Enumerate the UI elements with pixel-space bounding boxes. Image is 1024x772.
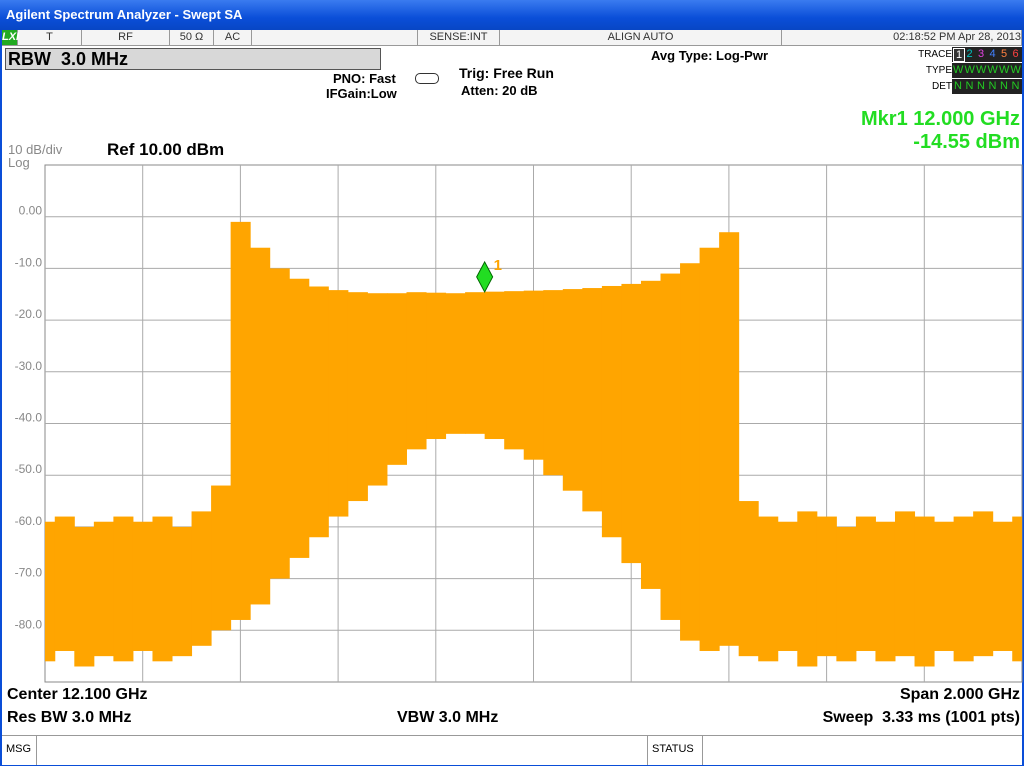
trig: Trig: Free Run (459, 65, 554, 81)
trace-label: TRACE (918, 49, 952, 60)
status-row: LXI T RF 50 Ω AC SENSE:INT ALIGN AUTO 02:18:52 … (2, 30, 1022, 46)
window-title: Agilent Spectrum Analyzer - Swept SA (6, 7, 243, 22)
scale-type: Log (8, 155, 30, 170)
status-cell: AC (214, 30, 252, 45)
status-cell: T (18, 30, 82, 45)
marker-level: -14.55 dBm (913, 131, 1020, 153)
det-label: DET (932, 81, 952, 92)
trace-cell: W (1010, 64, 1021, 76)
trace-cell: N (1000, 80, 1008, 92)
scale: 10 dB/div (8, 142, 63, 157)
avg-type: Avg Type: Log-Pwr (651, 48, 768, 63)
status-item: ALIGN AUTO (607, 31, 674, 43)
rbw-box: RBW 3.0 MHz (5, 48, 381, 70)
trace-cell: W (964, 64, 975, 76)
title-bar: Agilent Spectrum Analyzer - Swept SA (0, 0, 1024, 30)
trace-cell: 6 (1012, 48, 1019, 60)
marker-freq: Mkr1 12.000 GHz (861, 108, 1020, 130)
ref-level: Ref 10.00 dBm (107, 140, 225, 159)
trace-cell: 3 (977, 48, 985, 60)
trace-cell: N (954, 80, 962, 92)
status: STATUS (647, 736, 703, 765)
trace-cell: 1 (953, 48, 965, 62)
trace-cell: N (988, 80, 997, 92)
status-item: LXI (2, 31, 20, 43)
res-bw: Res BW 3.0 MHz (7, 709, 132, 726)
status-cell: 02:18:52 PM Apr 28, 2013 (782, 30, 1022, 45)
trace-cell: W (987, 64, 998, 76)
status-cell: RF (82, 30, 170, 45)
status-cell: LXI (2, 30, 20, 45)
trace-cell: 4 (989, 48, 996, 60)
trace-cell: N (965, 80, 974, 92)
trace-cell: W (976, 64, 987, 76)
status-item: SENSE:INT (429, 31, 488, 43)
trace-cell: N (1011, 80, 1020, 92)
sweep: Sweep 3.33 ms (1001 pts) (822, 709, 1020, 726)
status-cell: ALIGN AUTO (500, 30, 782, 45)
status-item: T (46, 31, 53, 43)
trace-cell: N (977, 80, 985, 92)
message-bar: MSG STATUS (2, 735, 1022, 765)
pno: PNO: Fast (333, 71, 396, 86)
trace-cell: 5 (1000, 48, 1008, 60)
window-frame (0, 30, 1024, 766)
vbw: VBW 3.0 MHz (397, 709, 499, 726)
trace-cell: W (999, 64, 1010, 76)
status-item: 02:18:52 PM Apr 28, 2013 (893, 31, 1021, 43)
ifgain: IFGain:Low (326, 86, 397, 101)
trace-cell: W (953, 64, 964, 76)
status-item: 50 Ω (179, 31, 204, 43)
atten: Atten: 20 dB (461, 83, 538, 98)
status-cell: SENSE:INT (418, 30, 500, 45)
status-cell: 50 Ω (170, 30, 214, 45)
rbw: RBW 3.0 MHz (8, 49, 129, 69)
status-item: AC (224, 31, 241, 43)
span: Span 2.000 GHz (899, 686, 1020, 703)
status-item: RF (118, 31, 133, 43)
trigger-icon (415, 73, 439, 84)
center-freq: Center 12.100 GHz (7, 686, 148, 703)
msg: MSG (2, 736, 37, 765)
status-cell (252, 30, 418, 45)
trace-cell: 2 (966, 48, 973, 60)
type-label: TYPE (925, 65, 952, 76)
